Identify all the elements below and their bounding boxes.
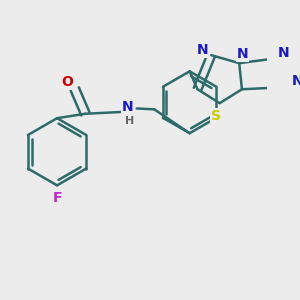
Text: N: N	[292, 74, 300, 88]
Text: N: N	[278, 46, 289, 60]
Text: N: N	[122, 100, 134, 114]
Text: S: S	[211, 109, 221, 122]
Text: N: N	[196, 43, 208, 57]
Text: H: H	[125, 116, 134, 126]
Text: O: O	[62, 75, 74, 89]
Text: N: N	[237, 47, 249, 61]
Text: F: F	[52, 191, 62, 205]
